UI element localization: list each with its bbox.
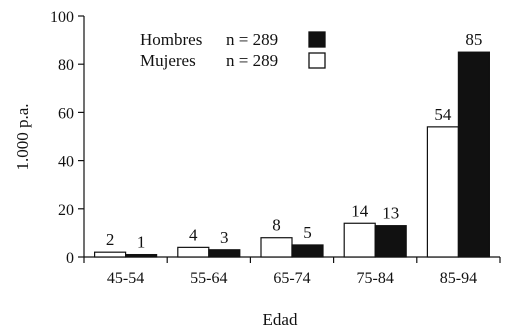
- data-label-hombres: 85: [465, 30, 482, 49]
- y-tick-label: 0: [66, 250, 74, 267]
- x-tick-label: 75-84: [357, 270, 394, 287]
- bar-mujeres: [93, 251, 127, 258]
- legend: Hombres n = 289 Mujeres n = 289: [140, 30, 326, 70]
- bar-hombres: [374, 225, 407, 258]
- data-label-hombres: 5: [303, 223, 312, 242]
- data-label-mujeres: 14: [351, 201, 369, 220]
- y-axis-title: 1.000 p.a.: [13, 103, 32, 170]
- data-label-hombres: 13: [382, 204, 399, 223]
- legend-n-mujeres: n = 289: [226, 51, 278, 70]
- legend-swatch-mujeres: [308, 52, 326, 69]
- legend-label-hombres: Hombres: [140, 30, 202, 49]
- y-tick-label: 20: [58, 202, 74, 219]
- x-tick-label: 85-94: [440, 270, 477, 287]
- legend-n-hombres: n = 289: [226, 30, 278, 49]
- data-label-mujeres: 4: [189, 225, 198, 244]
- y-tick-label: 100: [50, 9, 74, 26]
- bar-hombres: [208, 249, 241, 258]
- bar-hombres: [124, 253, 158, 258]
- legend-swatch-hombres: [308, 31, 326, 48]
- legend-label-mujeres: Mujeres: [140, 51, 196, 70]
- x-tick-label: 55-64: [190, 270, 227, 287]
- bar-hombres: [291, 244, 324, 258]
- data-label-mujeres: 54: [434, 105, 452, 124]
- bar-mujeres: [260, 237, 293, 258]
- data-label-hombres: 1: [137, 233, 146, 252]
- bar-mujeres: [343, 222, 376, 258]
- x-tick-label: 45-54: [107, 270, 144, 287]
- bar-hombres: [457, 51, 490, 258]
- data-label-hombres: 3: [220, 228, 229, 247]
- x-tick-label: 65-74: [273, 270, 310, 287]
- bar-mujeres: [177, 246, 210, 258]
- y-tick-label: 40: [58, 154, 74, 171]
- y-tick-label: 60: [58, 105, 74, 122]
- data-label-mujeres: 8: [272, 216, 281, 235]
- bar-mujeres: [426, 126, 459, 258]
- data-label-mujeres: 2: [106, 230, 115, 249]
- y-tick-label: 80: [58, 57, 74, 74]
- x-axis-title: Edad: [263, 310, 298, 329]
